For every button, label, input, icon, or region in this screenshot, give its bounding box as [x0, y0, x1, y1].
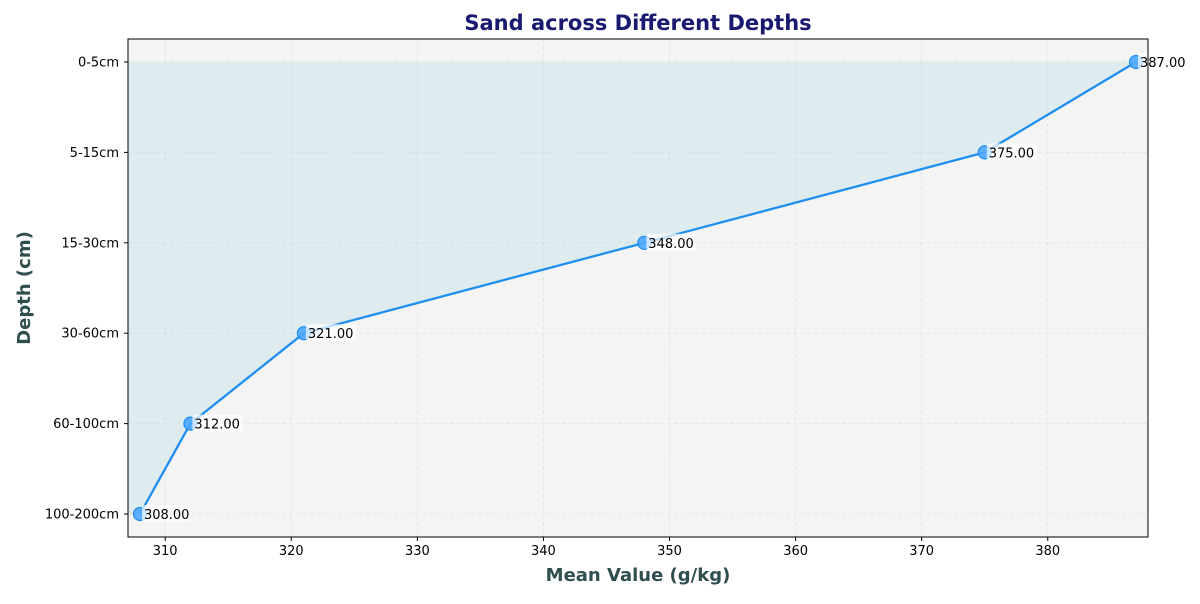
data-label: 348.00 — [648, 237, 694, 252]
area-fill — [128, 62, 1137, 514]
area-fill-polygon — [128, 62, 1137, 514]
data-label-group: 321.00 — [305, 324, 356, 342]
x-tick-label: 370 — [909, 544, 934, 559]
data-label-bg — [305, 324, 356, 342]
grid-lines — [128, 39, 1148, 537]
y-tick-label: 60-100cm — [53, 417, 119, 432]
x-axis-label: Mean Value (g/kg) — [546, 565, 731, 586]
y-tick-label: 15-30cm — [61, 236, 119, 251]
y-tick-label: 100-200cm — [45, 508, 119, 523]
x-tick-label: 380 — [1035, 544, 1060, 559]
data-label: 312.00 — [194, 418, 240, 433]
x-tick-label: 340 — [531, 544, 556, 559]
data-label-group: 312.00 — [192, 414, 243, 433]
data-label: 308.00 — [144, 508, 190, 523]
data-label-bg — [192, 414, 243, 432]
y-tick-label: 30-60cm — [61, 327, 119, 342]
y-axis-label: Depth (cm) — [14, 231, 35, 345]
data-label-group: 375.00 — [986, 143, 1037, 161]
data-label-bg — [141, 505, 192, 522]
plot-area — [128, 39, 1148, 537]
series-polyline — [138, 61, 1137, 515]
data-label: 387.00 — [1140, 56, 1186, 71]
data-label-group: 308.00 — [141, 505, 192, 523]
data-label: 321.00 — [308, 327, 354, 342]
x-tick-label: 330 — [405, 544, 430, 559]
x-tick-label: 310 — [153, 544, 178, 559]
x-tick-label: 360 — [783, 544, 808, 559]
y-tick-label: 5-15cm — [70, 146, 119, 161]
data-label-bg — [1138, 53, 1189, 70]
y-axis-ticks: 0-5cm 5-15cm 15-30cm 30-60cm 60-100cm 100-200… — [45, 56, 128, 523]
data-label-group: 348.00 — [646, 233, 697, 252]
x-axis-ticks: 310 320 330 340 350 360 370 380 — [153, 537, 1060, 559]
plot-frame — [127, 38, 1149, 538]
y-tick-label: 0-5cm — [78, 56, 119, 71]
x-tick-label: 350 — [657, 544, 682, 559]
x-tick-label: 320 — [279, 544, 304, 559]
series-line — [138, 61, 1137, 515]
data-label-bg — [646, 233, 697, 251]
data-labels: 387.00 375.00 348.00 321.00 312.00 308.00 — [141, 53, 1189, 523]
data-label-group: 387.00 — [1138, 53, 1189, 71]
data-label: 375.00 — [989, 146, 1035, 161]
chart-title: Sand across Different Depths — [464, 11, 811, 35]
data-label-bg — [986, 143, 1037, 161]
